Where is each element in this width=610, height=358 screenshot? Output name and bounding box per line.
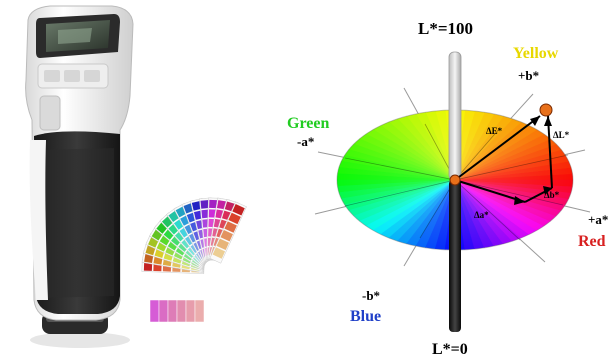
delta-a-label: Δa* — [474, 210, 489, 220]
yellow-label: Yellow — [513, 45, 559, 62]
l-axis-top-label: L*=100 — [418, 19, 473, 38]
sample-point — [539, 103, 553, 117]
plus-a-label: +a* — [588, 212, 608, 227]
l-axis-upper-rod — [448, 51, 462, 181]
color-fan-deck — [141, 197, 247, 323]
plus-b-label: +b* — [518, 68, 539, 83]
lab-color-space-diagram: L*=100 L*=0 Yellow +b* Green -a* +a* Red… — [287, 19, 608, 358]
l-axis-lower-rod — [449, 180, 461, 332]
minus-a-label: -a* — [297, 134, 314, 149]
delta-e-label: ΔE* — [486, 126, 503, 136]
blue-label: Blue — [350, 308, 381, 325]
minus-b-label: -b* — [362, 288, 380, 303]
origin-point — [449, 174, 461, 186]
delta-l-label: ΔL* — [553, 130, 570, 140]
green-label: Green — [287, 115, 329, 132]
red-label: Red — [578, 233, 606, 250]
colorimeter-device-illustration — [25, 5, 134, 348]
delta-b-label: Δb* — [544, 190, 560, 200]
l-axis-bottom-label: L*=0 — [432, 341, 468, 358]
